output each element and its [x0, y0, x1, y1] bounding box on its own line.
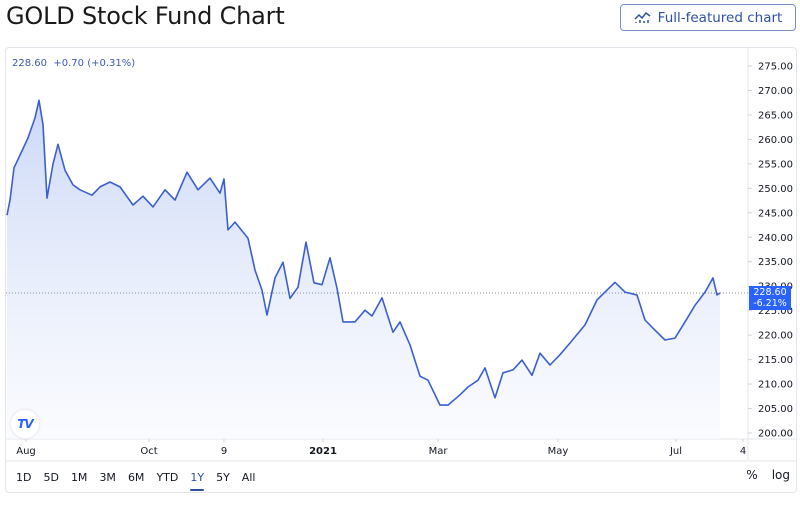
price-tick-label: 265.00 [758, 110, 793, 121]
time-axis[interactable]: Aug Oct 9 2021 Mar May Jul 4 [16, 439, 746, 457]
last-price-tag: 228.60 -6.21% [749, 286, 791, 310]
full-featured-chart-label: Full-featured chart [657, 9, 783, 26]
price-tick-label: 225.00 [758, 306, 793, 317]
range-1m-button[interactable]: 1M [70, 471, 88, 484]
price-tick-label: 240.00 [758, 233, 793, 244]
range-1y-button[interactable]: 1Y [184, 468, 210, 491]
last-price-value: 228.60 [753, 287, 787, 298]
price-tick-label: 215.00 [758, 355, 793, 366]
time-tick-label: Jul [669, 446, 682, 457]
price-tick-label: 270.00 [758, 86, 793, 97]
price-tick-label: 210.00 [758, 380, 793, 391]
price-tick-label: 235.00 [758, 257, 793, 268]
time-tick-label: May [548, 446, 569, 457]
range-1d-button[interactable]: 1D [16, 471, 32, 484]
range-5d-button[interactable]: 5D [43, 471, 59, 484]
percent-scale-toggle[interactable]: % [746, 468, 758, 482]
range-6m-button[interactable]: 6M [127, 471, 145, 484]
price-tick-label: 205.00 [758, 404, 793, 415]
tradingview-logo-icon[interactable]: TV [10, 409, 40, 439]
price-tick-label: 245.00 [758, 208, 793, 219]
full-featured-chart-button[interactable]: Full-featured chart [620, 4, 796, 31]
price-tick-label: 260.00 [758, 135, 793, 146]
last-price-pct: -6.21% [753, 298, 787, 309]
price-area [7, 100, 720, 440]
range-5y-button[interactable]: 5Y [216, 471, 230, 484]
price-tick-label: 220.00 [758, 331, 793, 342]
legend-change: +0.70 [53, 58, 85, 69]
price-legend: 228.60 +0.70 (+0.31%) [12, 58, 135, 69]
time-tick-label: Oct [140, 446, 157, 457]
time-tick-label: Mar [429, 446, 449, 457]
legend-change-pct: (+0.31%) [87, 58, 136, 69]
price-tick-label: 255.00 [758, 159, 793, 170]
page-title: GOLD Stock Fund Chart [6, 2, 285, 30]
price-tick-label: 275.00 [758, 62, 793, 73]
range-selector: 1D 5D 1M 3M 6M YTD 1Y 5Y All [10, 468, 261, 491]
range-ytd-button[interactable]: YTD [156, 471, 179, 484]
time-tick-label: 9 [221, 446, 227, 457]
price-tick-label: 200.00 [758, 429, 793, 440]
legend-price: 228.60 [12, 58, 47, 69]
time-tick-label: 2021 [309, 446, 337, 457]
time-tick-label: 4 [740, 446, 746, 457]
chart-widget [5, 47, 797, 493]
range-all-button[interactable]: All [241, 471, 256, 484]
chart-line-icon [634, 11, 651, 23]
range-3m-button[interactable]: 3M [99, 471, 116, 484]
scale-options: % log [746, 468, 790, 482]
log-scale-toggle[interactable]: log [771, 468, 790, 482]
price-tick-label: 250.00 [758, 184, 793, 195]
price-line [6, 99, 721, 406]
price-axis[interactable]: 275.00 270.00 265.00 260.00 255.00 250.00 245.… [748, 62, 793, 440]
time-tick-label: Aug [16, 446, 36, 457]
